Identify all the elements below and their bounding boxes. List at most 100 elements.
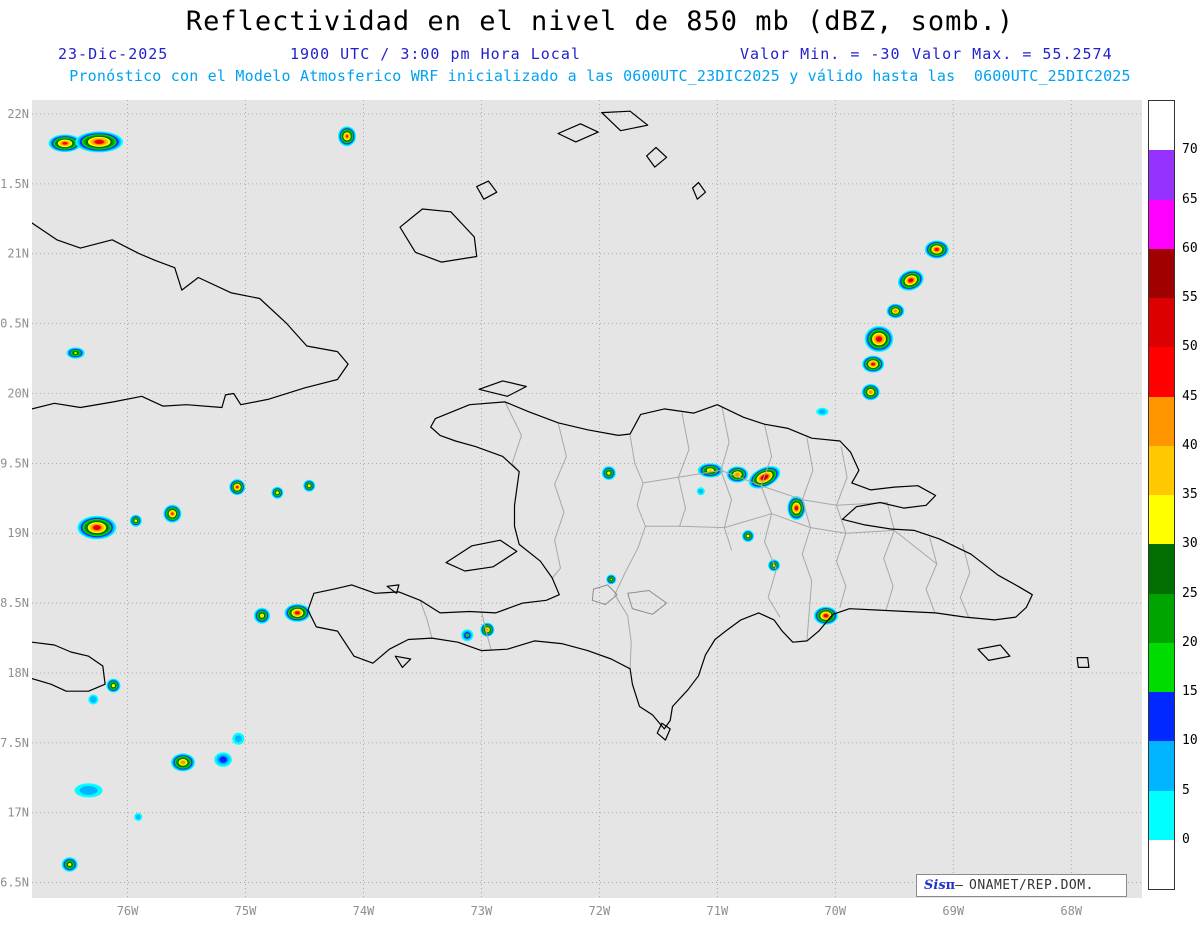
boundary-line (720, 407, 732, 551)
storm-cell (813, 606, 838, 625)
colorbar-label: 60 (1182, 240, 1198, 256)
coastline (977, 644, 1011, 661)
boundary-line (644, 513, 938, 565)
coastline (32, 641, 106, 692)
colorbar-label: 10 (1182, 733, 1198, 749)
storm-cell (696, 487, 705, 496)
y-axis-label: 6.5N (0, 876, 29, 890)
colorbar-segment (1149, 101, 1174, 151)
colorbar-label: 40 (1182, 437, 1198, 453)
x-axis-label: 69W (942, 904, 964, 918)
coastline (692, 181, 707, 200)
coastline (394, 655, 412, 668)
forecast-date: 23-Dic-2025 (58, 45, 169, 63)
storm-cell (129, 514, 142, 527)
colorbar-segment (1149, 347, 1174, 397)
coastline (476, 180, 498, 200)
boundary-line (551, 422, 567, 579)
storm-cell (303, 479, 316, 492)
branding-box: Sisπ– ONAMET/REP.DOM. (916, 874, 1127, 897)
coastlines (32, 110, 1090, 741)
colorbar-segment (1149, 248, 1174, 298)
storm-cell (924, 240, 949, 259)
storm-cell (171, 753, 195, 772)
storm-cell (861, 384, 880, 401)
lake-outline (627, 590, 668, 615)
colorbar-segment (1149, 790, 1174, 840)
coastline (307, 401, 1033, 730)
coastline (445, 539, 518, 572)
storm-cell (480, 622, 495, 637)
boundary-line (419, 599, 433, 639)
brand-sis: Sis (924, 878, 946, 893)
y-axis-label: 20N (7, 386, 29, 400)
storm-cell (461, 629, 474, 642)
coastline (646, 146, 668, 168)
colorbar-segment (1149, 593, 1174, 643)
forecast-time: 1900 UTC / 3:00 pm Hora Local (290, 45, 581, 63)
colorbar-label: 25 (1182, 585, 1198, 601)
storm-cell (601, 466, 616, 481)
storm-cell (163, 504, 182, 523)
storm-cell (816, 407, 829, 416)
colorbar-label: 55 (1182, 290, 1198, 305)
plot-background (32, 100, 1142, 898)
storm-cell (726, 466, 749, 483)
y-axis-label: 9.5N (0, 456, 29, 470)
boundary-line (614, 434, 646, 670)
y-axis-label: 0.5N (0, 317, 29, 331)
storm-cell (338, 126, 356, 147)
chart-title: Reflectividad en el nivel de 850 mb (dBZ… (185, 6, 1015, 37)
colorbar-label: 50 (1182, 339, 1198, 355)
pi-icon: π (945, 878, 956, 893)
colorbar-label: 30 (1182, 536, 1198, 552)
coastline (478, 380, 527, 397)
y-axis-label: 22N (7, 107, 29, 121)
colorbar-segment (1149, 495, 1174, 545)
y-axis-label: 17N (7, 806, 29, 820)
storm-cell (74, 783, 103, 798)
boundary-line (642, 469, 888, 506)
colorbar-segment (1149, 839, 1174, 889)
storm-cell (742, 530, 754, 542)
coastline (601, 110, 649, 132)
province-boundaries (419, 401, 971, 670)
storm-cell (271, 486, 284, 499)
x-axis-label: 71W (707, 904, 729, 918)
storm-cell (897, 269, 924, 291)
colorbar-label: 15 (1182, 684, 1198, 699)
colorbar-segment (1149, 298, 1174, 348)
boundary-line (760, 423, 781, 618)
storm-cell (254, 607, 270, 624)
coastline (386, 584, 400, 594)
storm-cell (106, 678, 121, 693)
boundary-line (959, 543, 971, 618)
map-layers (32, 100, 1142, 898)
y-axis-label: 21N (7, 247, 29, 261)
colorbar-label: 0 (1182, 831, 1190, 847)
storm-cell (134, 812, 143, 821)
colorbar-segment (1149, 199, 1174, 249)
storm-cell (229, 479, 246, 496)
value-max-label: Valor Max. = 55.2574 (912, 45, 1113, 63)
storm-cell (862, 355, 885, 373)
storm-cell (66, 347, 85, 359)
model-info-line: Pronóstico con el Modelo Atmosferico WRF… (69, 67, 1131, 85)
x-axis-label: 76W (117, 904, 139, 918)
x-axis-label: 68W (1060, 904, 1082, 918)
coastline (1076, 657, 1090, 668)
x-axis-label: 75W (235, 904, 257, 918)
storm-cell (886, 303, 905, 319)
storm-cell (88, 694, 99, 705)
value-min-label: Valor Min. = -30 (740, 45, 901, 63)
y-axis-label: 18N (7, 666, 29, 680)
coastline (32, 222, 349, 410)
coastline (557, 123, 599, 143)
reflectivity-cells (48, 126, 949, 872)
x-axis-label: 74W (353, 904, 375, 918)
colorbar-label: 65 (1182, 191, 1198, 207)
lake-outline (591, 584, 618, 605)
colorbar-label: 5 (1182, 782, 1190, 798)
y-axis-label: 8.5N (0, 596, 29, 610)
